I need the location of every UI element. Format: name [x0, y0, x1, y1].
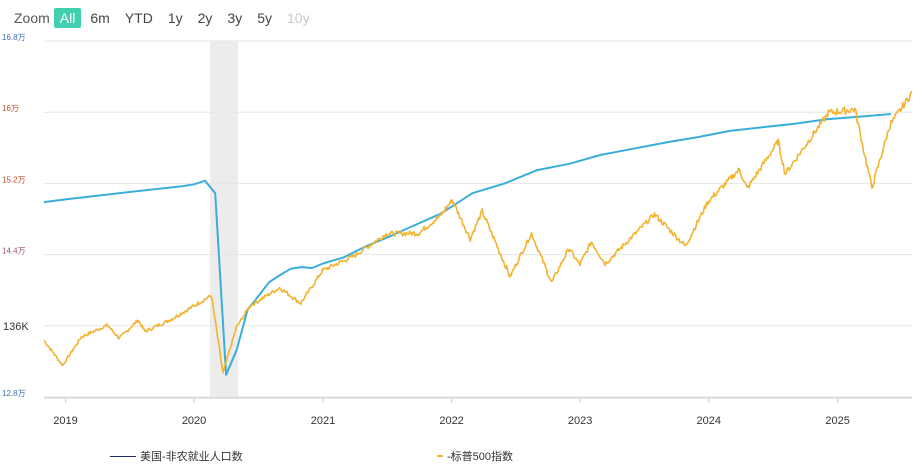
series-employment	[43, 113, 891, 376]
zoom-button-all[interactable]: All	[53, 8, 82, 28]
zoom-button-3y[interactable]: 3y	[227, 10, 243, 26]
zoom-button-1y[interactable]: 1y	[167, 10, 183, 26]
x-tick-label: 2024	[696, 415, 720, 427]
legend-employment[interactable]: 美国-非农就业人口数	[110, 448, 243, 464]
x-tick-label: 2019	[53, 415, 77, 427]
legend-line-icon	[110, 455, 136, 457]
zoom-bar: Zoom All 6m YTD 1y 2y 3y 5y 10y	[14, 6, 319, 30]
y-tick-label: 16.8万	[2, 33, 26, 42]
x-tick-label: 2022	[439, 415, 463, 427]
y-tick-label: 16万	[2, 104, 19, 113]
zoom-button-2y[interactable]: 2y	[197, 10, 213, 26]
x-tick-label: 2023	[568, 415, 592, 427]
zoom-button-10y: 10y	[287, 10, 310, 26]
x-tick-label: 2025	[825, 415, 849, 427]
x-tick-label: 2021	[311, 415, 335, 427]
legend-sp500[interactable]: -标普500指数	[437, 448, 513, 464]
y-tick-label: 14.4万	[2, 247, 26, 256]
legend-dash-icon	[437, 455, 443, 457]
legend-sp500-label: -标普500指数	[447, 451, 514, 463]
x-tick-label: 2020	[182, 415, 206, 427]
zoom-label: Zoom	[14, 10, 50, 26]
y-tick-label: 15.2万	[2, 175, 26, 184]
series-sp500	[43, 90, 913, 374]
zoom-button-6m[interactable]: 6m	[90, 10, 110, 26]
zoom-button-5y[interactable]: 5y	[257, 10, 272, 26]
y-tick-label: 136K	[3, 321, 29, 333]
legend-employment-label: 美国-非农就业人口数	[140, 451, 243, 463]
zoom-button-ytd[interactable]: YTD	[124, 10, 153, 26]
y-tick-label: 12.8万	[2, 389, 26, 398]
